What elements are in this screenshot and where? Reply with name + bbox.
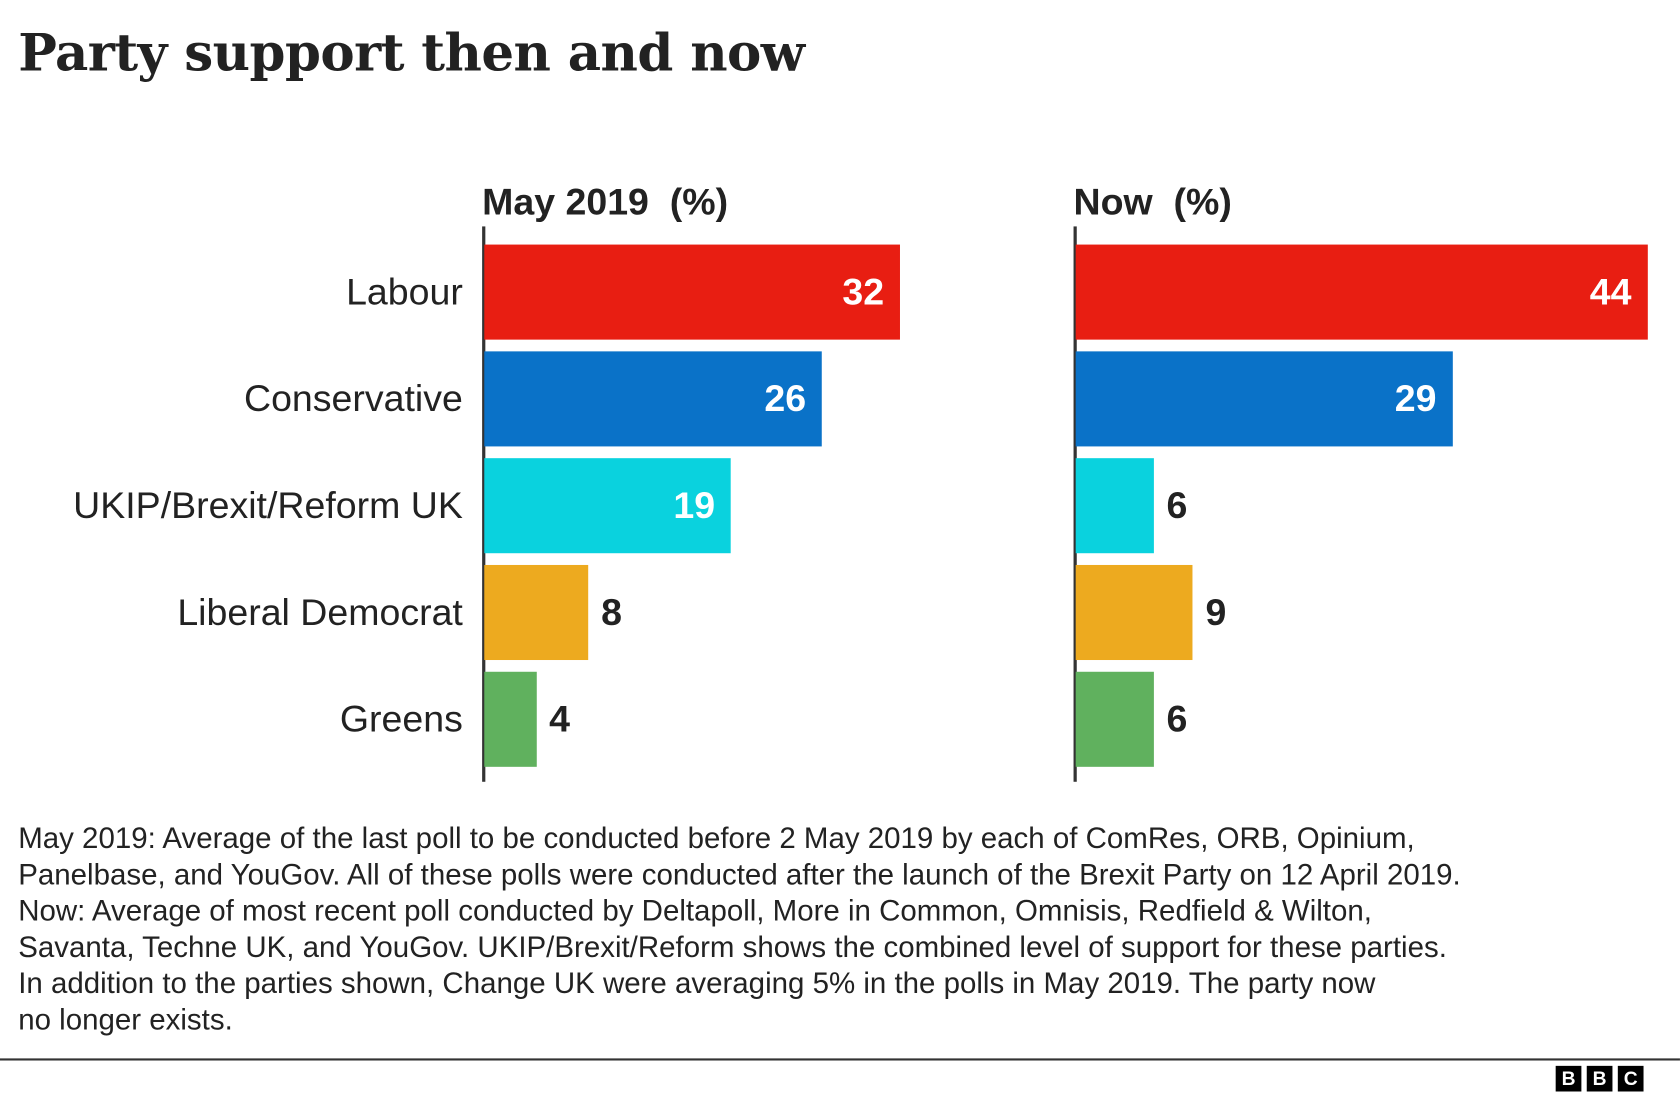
data-label: 19 [673, 484, 716, 527]
data-label: 6 [1166, 484, 1188, 527]
bar [1075, 564, 1193, 661]
data-label: 32 [842, 271, 885, 313]
panel-title: May 2019 (%) [482, 181, 729, 224]
category-label: UKIP/Brexit/Reform UK [73, 484, 463, 527]
logo-letter: C [1617, 1065, 1644, 1092]
axis-line [1073, 226, 1077, 782]
bar [1075, 458, 1154, 554]
bar [1075, 351, 1453, 447]
data-label: 4 [549, 698, 570, 741]
bar [484, 564, 589, 661]
note-line: Now: Average of most recent poll conduct… [18, 893, 1372, 928]
note-line: May 2019: Average of the last poll to be… [18, 821, 1415, 855]
footnotes: May 2019: Average of the last poll to be… [18, 820, 1668, 1038]
bar [484, 244, 901, 340]
note-line: Savanta, Techne UK, and YouGov. UKIP/Bre… [18, 930, 1447, 964]
logo-letter: B [1586, 1065, 1613, 1092]
category-label: Conservative [243, 378, 463, 420]
note-line: In addition to the parties shown, Change… [18, 966, 1376, 1000]
chart-title: Party support then and now [18, 23, 805, 84]
data-label: 9 [1205, 591, 1227, 634]
note-line: Panelbase, and YouGov. All of these poll… [18, 857, 1461, 891]
category-label: Labour [346, 271, 463, 313]
bar [484, 458, 732, 554]
data-label: 29 [1394, 378, 1437, 420]
bbc-logo: B B C [1555, 1065, 1644, 1092]
category-label: Liberal Democrat [177, 591, 463, 634]
note-line: no longer exists. [18, 1002, 233, 1036]
bar [484, 671, 537, 767]
axis-line [482, 226, 486, 782]
logo-letter: B [1555, 1065, 1582, 1092]
data-label: 6 [1166, 698, 1188, 741]
data-label: 8 [601, 591, 622, 634]
bar [1075, 244, 1648, 340]
data-label: 44 [1589, 271, 1632, 313]
data-label: 26 [764, 378, 807, 420]
category-label: Greens [339, 698, 463, 741]
panel-title: Now (%) [1073, 181, 1232, 224]
divider [0, 1058, 1680, 1061]
bar [1075, 671, 1154, 767]
bar [484, 351, 823, 447]
